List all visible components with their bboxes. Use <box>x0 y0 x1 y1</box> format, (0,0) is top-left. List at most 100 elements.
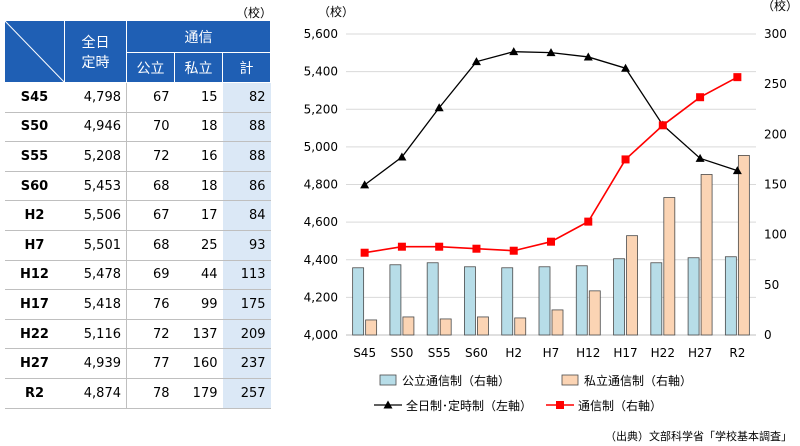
point-tsushin-total <box>658 121 667 130</box>
point-tsushin-total <box>621 155 630 164</box>
table-cell-zennichi: 4,798 <box>64 82 127 113</box>
point-fulltime <box>509 47 519 56</box>
table-cell-era: H22 <box>4 319 65 350</box>
left-axis-tick-label: 5,600 <box>304 27 338 41</box>
table-cell-kei: 257 <box>222 378 271 409</box>
chart: 4,000 4,200 4,400 4,600 4,800 5,000 5,200 5,400… <box>304 0 798 413</box>
table-cell-era: H2 <box>4 200 65 231</box>
header-tsushin: 通信 <box>125 20 272 53</box>
bar-private <box>439 318 452 336</box>
table-row: H12 5,478 69 44 113 <box>4 260 271 291</box>
table-cell-koritsu: 72 <box>126 141 175 172</box>
bar-public <box>501 267 514 336</box>
table-cell-kei: 88 <box>222 141 271 172</box>
bar-private <box>514 317 527 336</box>
table-row: H7 5,501 68 25 93 <box>4 230 271 261</box>
bar-public <box>352 267 365 336</box>
table-unit-label: （校） <box>236 6 273 20</box>
header-kei: 計 <box>221 52 272 83</box>
x-axis-tick-label: H17 <box>613 346 637 360</box>
table-cell-shiritsu: 17 <box>174 200 223 231</box>
point-fulltime <box>471 57 481 66</box>
point-fulltime <box>732 166 742 175</box>
table-row: S50 4,946 70 18 88 <box>4 112 271 143</box>
table-cell-kei: 84 <box>222 200 271 231</box>
left-axis-tick-label: 5,000 <box>304 140 338 154</box>
point-fulltime <box>621 63 631 72</box>
source-note: （出典）文部科学省「学校基本調査」 <box>605 430 792 443</box>
bar-private <box>663 197 676 336</box>
left-axis-tick-label: 5,200 <box>304 102 338 116</box>
table-cell-era: H12 <box>4 260 65 291</box>
bar-private <box>551 309 564 336</box>
header-zennichi: 全日 定時 <box>64 20 127 83</box>
point-tsushin-total <box>733 73 742 82</box>
table-cell-kei: 237 <box>222 348 271 379</box>
right-axis-tick-label: 250 <box>764 77 787 91</box>
bar-public <box>687 257 700 336</box>
point-tsushin-total <box>435 242 444 251</box>
table-cell-shiritsu: 16 <box>174 141 223 172</box>
table-cell-zennichi: 5,501 <box>64 230 127 261</box>
table-cell-era: R2 <box>4 378 65 409</box>
point-fulltime <box>583 52 593 61</box>
x-axis-tick-label: S60 <box>465 346 488 360</box>
left-axis-tick-label: 4,800 <box>304 178 338 192</box>
table-cell-koritsu: 68 <box>126 171 175 202</box>
table-cell-era: S45 <box>4 82 65 113</box>
table-cell-shiritsu: 18 <box>174 171 223 202</box>
header-zennichi-line2: 定時 <box>81 54 110 71</box>
table-cell-kei: 113 <box>222 260 271 291</box>
bar-public <box>575 265 588 336</box>
table-cell-koritsu: 70 <box>126 112 175 143</box>
table-cell-kei: 86 <box>222 171 271 202</box>
table-row: R2 4,874 78 179 257 <box>4 378 271 409</box>
point-fulltime <box>695 153 705 162</box>
table-cell-era: H7 <box>4 230 65 261</box>
point-fulltime <box>397 152 407 161</box>
table-row: S45 4,798 67 15 82 <box>4 82 271 113</box>
table-cell-shiritsu: 44 <box>174 260 223 291</box>
table-cell-kei: 88 <box>222 112 271 143</box>
table-cell-era: S55 <box>4 141 65 172</box>
table-cell-koritsu: 78 <box>126 378 175 409</box>
left-axis-tick-label: 4,600 <box>304 215 338 229</box>
bar-private <box>700 174 713 336</box>
point-tsushin-total <box>397 242 406 251</box>
table-cell-zennichi: 5,453 <box>64 171 127 202</box>
table-cell-kei: 82 <box>222 82 271 113</box>
header-shiritsu: 私立 <box>174 52 223 83</box>
table-row: S55 5,208 72 16 88 <box>4 141 271 172</box>
table-cell-koritsu: 72 <box>126 319 175 350</box>
legend-swatch-private <box>561 374 579 386</box>
data-table-container: 全日 定時 通信 公立 私立 計 S45 4,798 67 15 82 S50 4,946 7… <box>4 20 272 409</box>
bar-public <box>389 264 402 336</box>
legend-swatch-public <box>379 374 397 386</box>
x-axis-tick-label: H2 <box>505 346 522 360</box>
point-tsushin-total <box>696 93 705 102</box>
bar-private <box>477 316 489 336</box>
table-row: H2 5,506 67 17 84 <box>4 200 271 231</box>
table-cell-kei: 175 <box>222 289 271 320</box>
table-cell-zennichi: 4,946 <box>64 112 127 143</box>
table-cell-zennichi: 5,208 <box>64 141 127 172</box>
legend-label-fulltime: 全日制･定時制（左軸） <box>406 398 532 413</box>
table-corner-cell <box>4 20 65 83</box>
left-axis-tick-label: 4,400 <box>304 253 338 267</box>
left-axis-tick-label: 4,000 <box>304 328 338 342</box>
table-cell-kei: 93 <box>222 230 271 261</box>
table-cell-koritsu: 69 <box>126 260 175 291</box>
header-zennichi-line1: 全日 <box>81 34 110 51</box>
table-cell-zennichi: 4,939 <box>64 348 127 379</box>
x-axis-tick-label: H12 <box>576 346 600 360</box>
bar-public <box>464 266 476 336</box>
right-axis-tick-label: 300 <box>764 27 787 41</box>
table-row: H27 4,939 77 160 237 <box>4 348 271 379</box>
table-cell-koritsu: 67 <box>126 82 175 113</box>
right-axis-tick-label: 100 <box>764 228 787 242</box>
right-axis-unit: （校） <box>762 0 798 13</box>
point-tsushin-total <box>584 217 593 226</box>
bar-public <box>538 266 551 336</box>
table-cell-koritsu: 77 <box>126 348 175 379</box>
table-cell-shiritsu: 18 <box>174 112 223 143</box>
